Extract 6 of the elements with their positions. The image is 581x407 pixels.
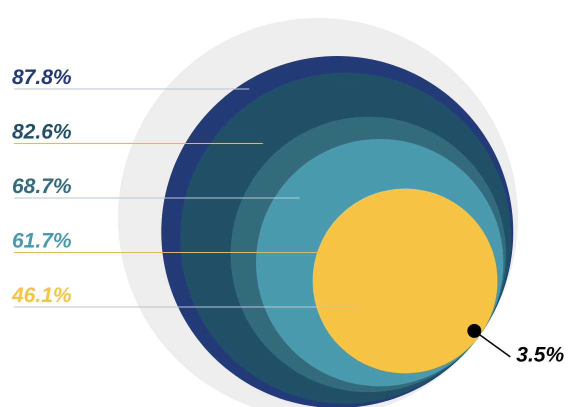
- data-label: 3.5%: [516, 343, 565, 366]
- data-label: 82.6%: [12, 120, 72, 144]
- data-label: 46.1%: [11, 284, 72, 307]
- data-label: 68.7%: [12, 175, 72, 198]
- data-label: 61.7%: [12, 230, 72, 252]
- data-label: 87.8%: [12, 66, 72, 89]
